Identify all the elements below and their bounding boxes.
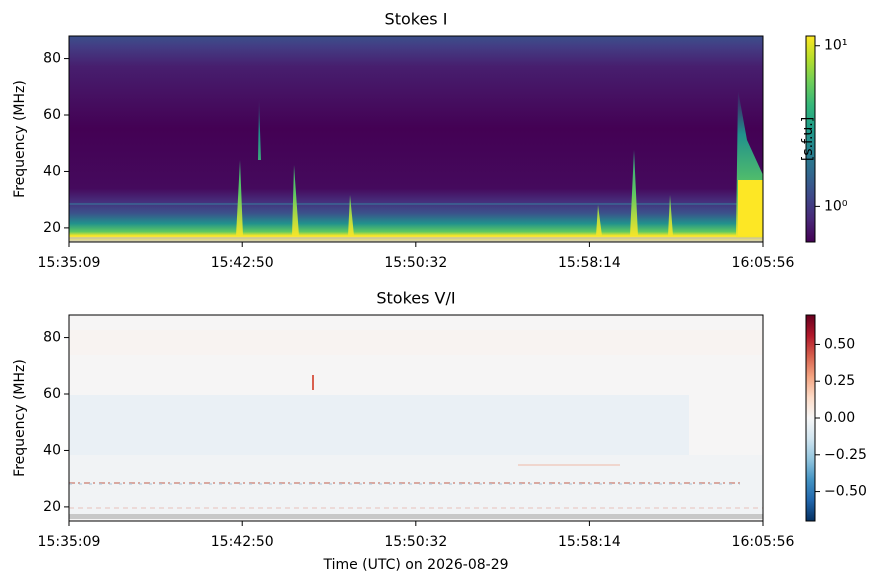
x-tick-label: 15:42:50 bbox=[211, 255, 274, 271]
colorbar-tick-label: −0.25 bbox=[824, 447, 867, 463]
y-tick-label: 20 bbox=[43, 499, 61, 515]
x-tick-label: 15:42:50 bbox=[211, 534, 274, 550]
y-tick-label: 20 bbox=[43, 220, 61, 236]
x-tick-label: 15:50:32 bbox=[384, 255, 447, 271]
x-tick-label: 16:05:56 bbox=[732, 534, 795, 550]
spectrogram-texture bbox=[69, 36, 763, 242]
colorbar-tick-label: 0.25 bbox=[824, 373, 855, 389]
colorbar-tick-label: 10⁰ bbox=[824, 198, 848, 214]
colorbar bbox=[805, 35, 816, 243]
colorbar bbox=[805, 314, 816, 522]
y-tick-label: 60 bbox=[43, 107, 61, 123]
spectrogram-texture bbox=[69, 315, 763, 521]
x-tick-label: 15:35:09 bbox=[38, 255, 101, 271]
colorbar-tick-label: 0.50 bbox=[824, 336, 855, 352]
y-tick-label: 80 bbox=[43, 330, 61, 346]
colorbar-tick-label: 0.00 bbox=[824, 410, 855, 426]
panel-title: Stokes V/I bbox=[376, 289, 455, 308]
x-axis-label: Time (UTC) on 2026-08-29 bbox=[322, 557, 508, 573]
y-tick-label: 60 bbox=[43, 386, 61, 402]
x-tick-label: 15:58:14 bbox=[558, 534, 621, 550]
x-tick-label: 16:05:56 bbox=[732, 255, 795, 271]
y-axis-label: Frequency (MHz) bbox=[12, 359, 28, 477]
y-axis-label: Frequency (MHz) bbox=[12, 80, 28, 198]
x-tick-label: 15:50:32 bbox=[384, 534, 447, 550]
x-tick-label: 15:35:09 bbox=[38, 534, 101, 550]
x-tick-label: 15:58:14 bbox=[558, 255, 621, 271]
y-tick-label: 80 bbox=[43, 51, 61, 67]
y-tick-label: 40 bbox=[43, 163, 61, 179]
colorbar-label: [s.f.u.] bbox=[800, 117, 816, 161]
panel-title: Stokes I bbox=[385, 10, 448, 29]
colorbar-tick-label: 10¹ bbox=[824, 38, 847, 54]
colorbar-tick-label: −0.50 bbox=[824, 484, 867, 500]
y-tick-label: 40 bbox=[43, 442, 61, 458]
